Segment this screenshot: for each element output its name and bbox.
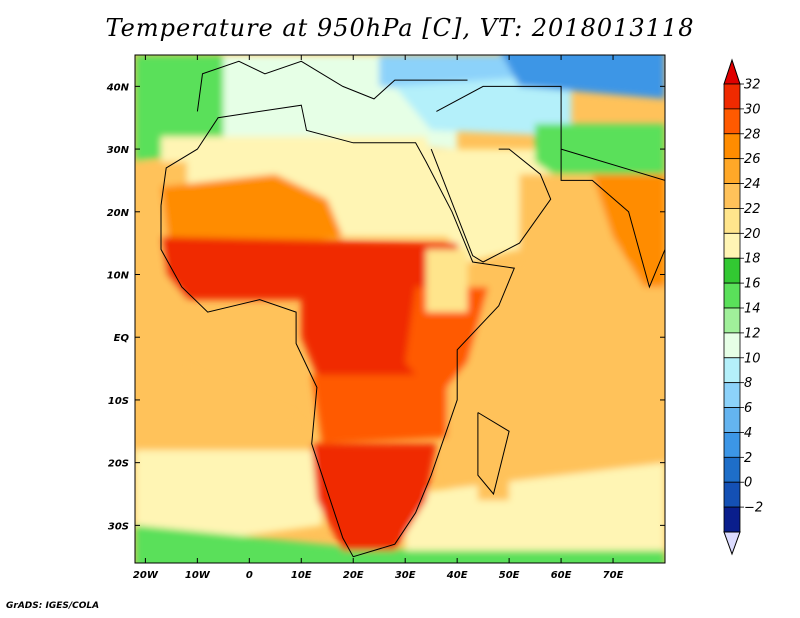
- region-east-africa: [405, 287, 489, 400]
- plot-frame: [134, 54, 666, 564]
- region-angola-zambia: [311, 374, 447, 444]
- colorbar-label: 28: [744, 127, 761, 142]
- lon-tick-label: 20E: [343, 570, 364, 581]
- colorbar-bottom-arrow: [723, 531, 741, 556]
- colorbar-swatch: [723, 232, 741, 259]
- map-title: Temperature at 950hPa [C], VT: 201801311…: [105, 14, 695, 42]
- lon-tick-label: 60E: [551, 570, 572, 581]
- colorbar-swatch: [723, 432, 741, 458]
- lat-tick-label: 20N: [107, 208, 130, 219]
- region-southwest-indian-ocean: [405, 462, 665, 551]
- coastline-0: [160, 104, 516, 558]
- colorbar-label: 10: [744, 351, 761, 366]
- colorbar-swatch: [723, 407, 741, 433]
- colorbar-swatch: [723, 456, 741, 483]
- lon-tick-label: 0: [246, 570, 253, 581]
- colorbar-swatch: [723, 506, 741, 533]
- lon-tick-label: 10W: [185, 570, 211, 581]
- lat-tick-label: 20S: [108, 459, 129, 470]
- region-turkey-iran: [394, 73, 572, 137]
- lon-tick-label: 20W: [133, 570, 159, 581]
- lat-tick-label: 10S: [108, 396, 129, 407]
- region-southern-ocean: [135, 525, 665, 563]
- lat-tick-label: 30N: [107, 145, 130, 156]
- lat-tick-label: EQ: [114, 333, 130, 344]
- lon-tick-label: 10E: [291, 570, 312, 581]
- colorbar-swatch: [723, 183, 741, 209]
- region-northeast-corner: [502, 55, 665, 99]
- colorbar-label: 32: [744, 78, 761, 93]
- colorbar-label: 16: [744, 277, 761, 292]
- grads-credit: GrADS: IGES/COLA: [6, 601, 100, 611]
- colorbar-swatch: [723, 208, 741, 234]
- colorbar-label: 30: [744, 102, 761, 117]
- coastline-4: [196, 60, 468, 112]
- colorbar-swatch: [723, 481, 741, 508]
- colorbar-top-arrow: [723, 58, 741, 85]
- lon-tick-label: 50E: [499, 570, 520, 581]
- region-south-atlantic: [135, 450, 323, 551]
- colorbar-label: 12: [744, 326, 761, 341]
- colorbar-label: 14: [744, 302, 761, 317]
- colorbar-swatch: [723, 158, 741, 184]
- colorbar-label: 24: [744, 177, 761, 192]
- colorbar-swatch: [723, 83, 741, 110]
- colorbar-label: 0: [744, 476, 752, 491]
- colorbar-swatch: [723, 382, 741, 408]
- region-madagascar: [477, 412, 510, 501]
- lon-tick-label: 40E: [446, 570, 468, 581]
- colorbar-label: 4: [744, 426, 752, 441]
- colorbar-label: 6: [744, 401, 752, 416]
- colorbar-swatch: [723, 357, 741, 384]
- colorbar-label: 22: [744, 202, 761, 217]
- colorbar-label: 20: [744, 227, 761, 242]
- colorbar-label: 2: [744, 451, 752, 466]
- colorbar-swatch: [723, 133, 741, 160]
- colorbar-swatch: [723, 282, 741, 309]
- map-axes: 20W 10W 0 10E 20E 30E 40E 50E 60E 70E 40N 30N 20N 10N…: [106, 55, 665, 581]
- colorbar-label: 8: [744, 376, 752, 391]
- colorbar-swatch: [723, 307, 741, 334]
- region-ethiopian-highlands: [426, 249, 468, 313]
- temperature-field: [135, 55, 665, 563]
- colorbar-swatch: [723, 257, 741, 284]
- lon-tick-label: 30E: [395, 570, 416, 581]
- region-india: [592, 174, 665, 287]
- colorbar-label: 18: [744, 252, 761, 267]
- lat-tick-label: 40N: [106, 82, 130, 93]
- colorbar-swatch: [723, 332, 741, 359]
- coastline-2: [430, 148, 552, 263]
- lat-tick-label: 30S: [108, 521, 129, 532]
- colorbar-label: −2: [744, 501, 763, 516]
- lon-tick-label: 70E: [603, 570, 624, 581]
- region-arabian-sea: [519, 174, 624, 262]
- colorbar-swatch: [723, 108, 741, 135]
- region-southern-africa: [311, 443, 437, 551]
- lat-tick-label: 10N: [107, 271, 130, 282]
- coastline-1: [436, 85, 665, 289]
- colorbar-label: 26: [744, 152, 761, 167]
- coastlines-and-borders: [160, 60, 665, 558]
- coastline-3: [477, 412, 510, 496]
